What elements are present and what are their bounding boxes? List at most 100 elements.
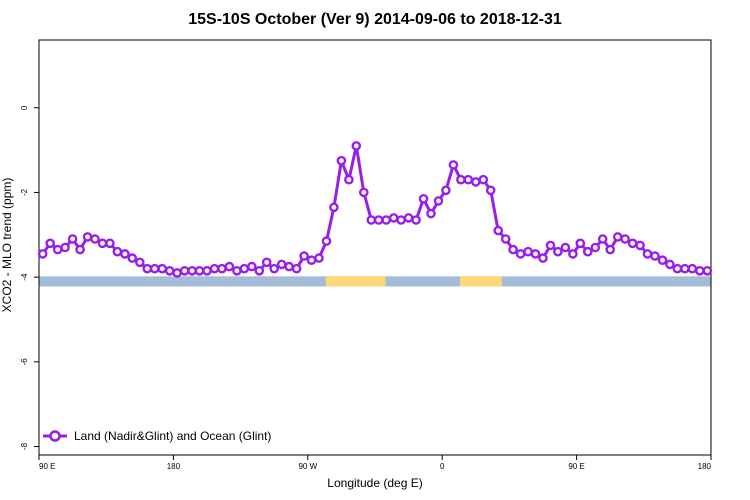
data-point (605, 244, 616, 255)
data-point (695, 265, 705, 276)
data-point (232, 265, 242, 276)
data-point (665, 259, 675, 270)
data-point (657, 255, 668, 266)
series-layer (37, 141, 713, 278)
x-tick-label: 90 W (298, 462, 317, 471)
data-point (470, 177, 481, 187)
data-point (702, 265, 713, 276)
data-point (680, 263, 690, 274)
data-point (672, 263, 683, 274)
data-point (269, 263, 280, 274)
data-point (418, 193, 429, 204)
data-point (463, 174, 474, 185)
x-tick-label: 180 (698, 462, 712, 471)
data-point (448, 160, 459, 170)
data-point (149, 263, 160, 274)
land-band (325, 276, 386, 287)
data-point (597, 234, 608, 244)
data-point (642, 249, 653, 259)
data-point (52, 244, 63, 255)
data-point (60, 242, 70, 253)
data-point (381, 215, 392, 225)
y-tick-label: 0 (20, 105, 29, 110)
data-point (37, 249, 48, 259)
data-point (127, 253, 138, 263)
data-point (373, 215, 384, 225)
axes: 90 E 180 90 W 0 90 E 180 0 -2 -4 -6 -8 (20, 39, 712, 471)
data-point (112, 246, 123, 257)
data-point (276, 259, 287, 270)
data-point (568, 249, 578, 259)
x-axis-label: Longitude (deg E) (327, 476, 422, 490)
y-axis: 0 -2 -4 -6 -8 (20, 105, 39, 450)
x-axis: 90 E 180 90 W 0 90 E 180 (38, 455, 712, 471)
data-point (217, 263, 227, 274)
data-point (329, 202, 339, 213)
data-point (239, 263, 250, 274)
y-tick-label: -2 (20, 188, 29, 196)
y-tick-label: -4 (20, 273, 29, 281)
data-point (284, 261, 294, 272)
data-point (620, 234, 630, 244)
legend: Land (Nadir&Glint) and Ocean (Glint) (43, 429, 271, 443)
data-point (314, 253, 324, 263)
data-point (254, 265, 265, 276)
data-point (396, 215, 406, 225)
x-tick-label: 90 E (568, 462, 584, 471)
data-point (194, 265, 205, 276)
data-point (650, 251, 660, 261)
data-point (485, 185, 496, 196)
data-point (105, 238, 115, 249)
data-point (403, 213, 414, 223)
chart-title: 15S-10S October (Ver 9) 2014-09-06 to 20… (188, 11, 562, 28)
data-point (90, 234, 100, 244)
data-point (358, 187, 369, 198)
data-point (590, 242, 601, 253)
data-point (157, 263, 167, 274)
data-point (82, 232, 93, 242)
data-point (493, 225, 504, 236)
data-point (575, 238, 586, 249)
data-point (261, 257, 272, 268)
data-point (433, 196, 444, 206)
data-point (75, 244, 85, 255)
x-tick-label: 90 E (39, 462, 55, 471)
y-axis-label: XCO2 - MLO trend (ppm) (0, 178, 14, 313)
data-point (97, 238, 108, 249)
data-point (523, 246, 533, 257)
data-point (515, 249, 526, 259)
data-point (142, 263, 153, 274)
data-point (344, 174, 354, 185)
data-point (120, 249, 130, 259)
data-point (388, 213, 399, 223)
data-point (612, 232, 623, 242)
data-point (179, 265, 190, 276)
data-point (134, 257, 145, 268)
y-tick-label: -8 (20, 442, 29, 450)
plot-frame (38, 39, 712, 456)
legend-label: Land (Nadir&Glint) and Ocean (Glint) (74, 429, 271, 443)
data-point (441, 185, 451, 196)
data-point (545, 240, 556, 251)
data-point (553, 246, 563, 257)
data-point (45, 238, 56, 249)
data-point (687, 263, 698, 274)
data-point (67, 234, 78, 244)
data-point (560, 242, 571, 253)
x-tick-label: 180 (167, 462, 181, 471)
data-point (164, 265, 175, 276)
legend-marker (49, 430, 61, 442)
data-point (583, 246, 593, 257)
data-point (500, 234, 511, 244)
data-point (336, 155, 347, 166)
data-point (411, 215, 421, 225)
data-point (635, 240, 645, 251)
data-point (351, 141, 362, 151)
data-point (209, 263, 220, 274)
data-point (530, 249, 541, 259)
data-point (478, 174, 489, 185)
series-line (41, 144, 708, 275)
data-point (291, 263, 302, 274)
data-point (306, 255, 317, 266)
